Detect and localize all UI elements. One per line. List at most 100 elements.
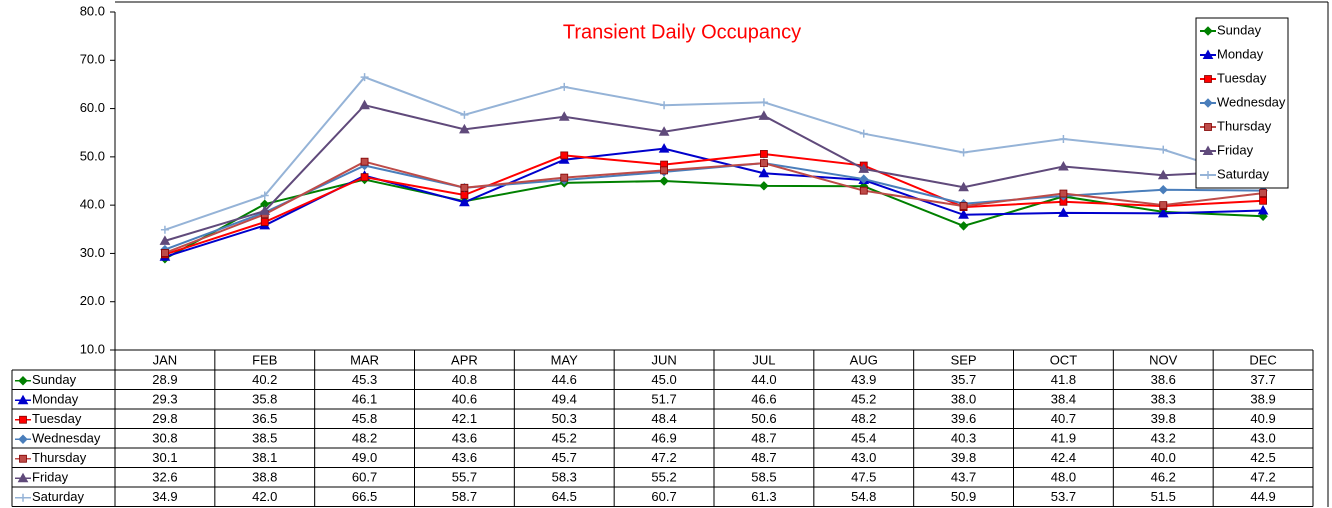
table-cell: 48.7 (751, 450, 776, 465)
marker (459, 123, 470, 134)
table-cell: 48.7 (751, 431, 776, 446)
marker (658, 143, 670, 153)
marker (460, 183, 469, 192)
table-cell: 28.9 (152, 372, 177, 387)
table-cell: 40.6 (452, 392, 477, 407)
x-tick-label: AUG (850, 352, 878, 367)
marker (958, 181, 969, 192)
table-cell: 39.8 (1151, 411, 1176, 426)
table-cell: 48.0 (1051, 470, 1076, 485)
series-line (164, 104, 1264, 242)
table-cell: 48.2 (352, 431, 377, 446)
x-tick-label: JUN (651, 352, 676, 367)
table-cell: 46.6 (751, 392, 776, 407)
table-cell: 60.7 (352, 470, 377, 485)
marker (17, 394, 29, 405)
marker (161, 249, 169, 257)
table-cell: 38.3 (1151, 392, 1176, 407)
table-cell: 60.7 (651, 489, 676, 504)
series-line (164, 76, 1264, 231)
marker (1202, 49, 1214, 59)
table-cell: 40.8 (452, 372, 477, 387)
marker (1157, 169, 1169, 180)
table-cell: 45.4 (851, 431, 876, 446)
table-cell: 30.8 (152, 431, 177, 446)
marker (560, 173, 569, 182)
y-tick-label: 70.0 (80, 52, 105, 67)
marker (1158, 184, 1168, 195)
legend-label: Thursday (1217, 118, 1272, 133)
table-cell: 38.8 (252, 470, 277, 485)
table-cell: 45.3 (352, 372, 377, 387)
table-cell: 45.2 (552, 431, 577, 446)
marker (159, 235, 171, 245)
table-cell: 64.5 (552, 489, 577, 504)
table-cell: 43.0 (1250, 431, 1275, 446)
table-cell: 49.0 (352, 450, 377, 465)
marker (260, 191, 269, 200)
legend-label: Saturday (1217, 166, 1270, 181)
marker (160, 225, 169, 234)
marker (1203, 26, 1213, 36)
x-tick-label: DEC (1249, 352, 1276, 367)
marker (1259, 189, 1267, 197)
marker (558, 111, 570, 121)
marker (1058, 207, 1069, 217)
table-cell: 42.0 (252, 489, 277, 504)
table-cell: 41.8 (1051, 372, 1076, 387)
table-cell: 39.8 (951, 450, 976, 465)
x-tick-label: APR (451, 352, 478, 367)
table-cell: 47.2 (1250, 470, 1275, 485)
table-cell: 48.4 (651, 411, 676, 426)
marker (759, 181, 769, 191)
legend-label: Tuesday (1217, 70, 1267, 85)
table-cell: 46.9 (651, 431, 676, 446)
table-cell: 45.7 (552, 450, 577, 465)
marker (658, 126, 670, 136)
marker (360, 73, 369, 82)
table-row-label: Thursday (32, 450, 87, 465)
marker (659, 176, 669, 186)
table-cell: 45.8 (352, 411, 377, 426)
table-cell: 43.6 (452, 450, 477, 465)
table-cell: 58.3 (552, 470, 577, 485)
table-cell: 58.7 (452, 489, 477, 504)
marker (859, 129, 868, 138)
table-cell: 40.0 (1151, 450, 1176, 465)
table-row-label: Monday (32, 392, 79, 407)
table-cell: 45.0 (651, 372, 676, 387)
table-cell: 49.4 (552, 392, 577, 407)
marker (1204, 123, 1212, 131)
table-cell: 41.9 (1051, 431, 1076, 446)
table-cell: 44.9 (1250, 489, 1275, 504)
table-cell: 50.3 (552, 411, 577, 426)
table-cell: 35.8 (252, 392, 277, 407)
marker (460, 191, 469, 199)
marker (360, 173, 369, 182)
y-tick-label: 20.0 (80, 293, 105, 308)
marker (1204, 171, 1212, 179)
table-cell: 38.0 (951, 392, 976, 407)
table-cell: 39.6 (951, 411, 976, 426)
table-cell: 51.7 (651, 392, 676, 407)
marker (359, 99, 370, 110)
table-cell: 66.5 (352, 489, 377, 504)
table-row-label: Tuesday (32, 411, 82, 426)
table-cell: 43.0 (851, 450, 876, 465)
marker (959, 148, 968, 157)
x-tick-label: OCT (1050, 352, 1078, 367)
table-cell: 35.7 (951, 372, 976, 387)
marker (1259, 196, 1267, 205)
table-cell: 47.2 (651, 450, 676, 465)
marker (1204, 75, 1212, 83)
marker (460, 110, 469, 119)
chart-title: Transient Daily Occupancy (563, 21, 801, 43)
y-tick-label: 60.0 (80, 100, 105, 115)
y-tick-label: 30.0 (80, 245, 105, 260)
table-cell: 40.2 (252, 372, 277, 387)
table-cell: 43.7 (951, 470, 976, 485)
table-cell: 44.6 (552, 372, 577, 387)
table-cell: 43.2 (1151, 431, 1176, 446)
marker (17, 472, 29, 483)
marker (18, 434, 28, 444)
